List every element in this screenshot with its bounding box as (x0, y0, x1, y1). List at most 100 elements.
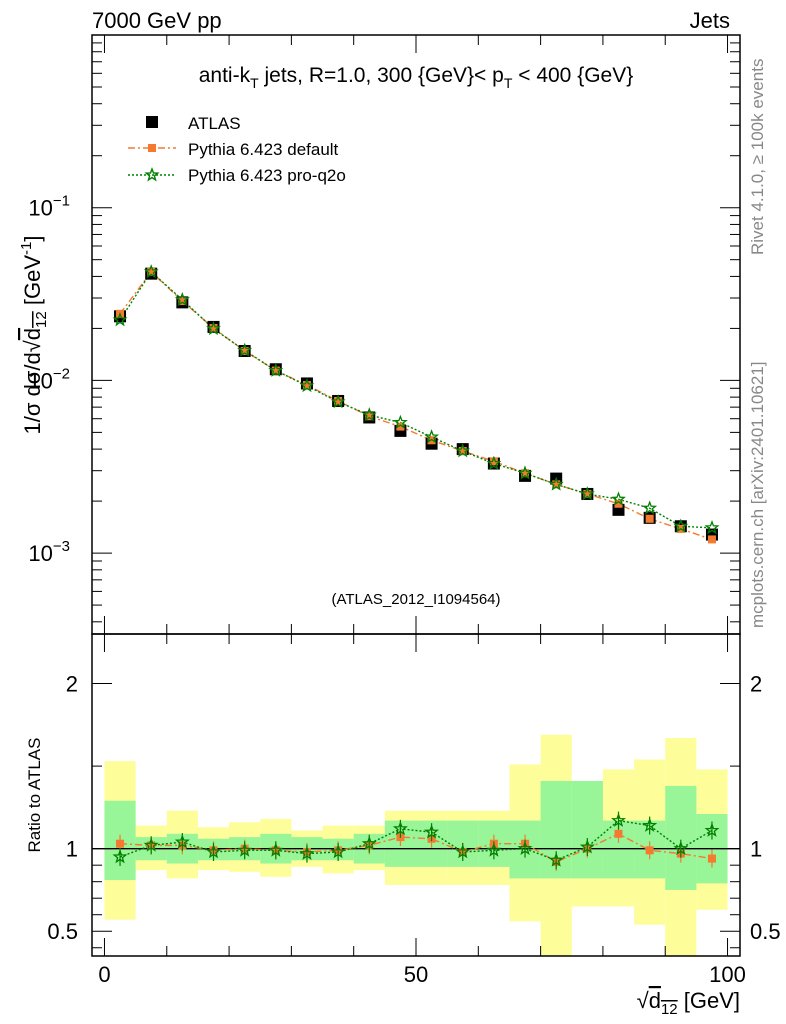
legend-atlas-label: ATLAS (188, 114, 241, 133)
default-point (271, 366, 280, 375)
y-tick-label-base: 10 (28, 368, 52, 393)
legend-default-marker (148, 144, 156, 152)
xlabel-root-sub: 12 (661, 1001, 678, 1018)
default-point (178, 297, 187, 306)
proq2o-point (517, 465, 533, 480)
main-y-label: 1/σ dσ/d√d12 [GeV-1] (18, 236, 50, 435)
ratio-proq2o-point (330, 844, 346, 859)
proq2o-point (237, 342, 253, 357)
watermark: (ATLAS_2012_I1094564) (331, 591, 500, 608)
default-point (240, 346, 249, 355)
default-point (147, 267, 156, 276)
legend-atlas-marker (146, 116, 158, 128)
header-left: 7000 GeV pp (92, 8, 222, 33)
proq2o-point (143, 264, 159, 279)
ratio-proq2o-point (206, 844, 221, 859)
svg-text:1/σ dσ/d√d12 [GeV-1]: 1/σ dσ/d√d12 [GeV-1] (18, 236, 50, 435)
ratio-line-proq2o (119, 819, 713, 861)
default-point (489, 457, 498, 466)
y-tick-label: 10−2 (28, 365, 70, 393)
legend-proq2o-label: Pythia 6.423 pro-q2o (188, 166, 346, 185)
xlabel-tail: [GeV] (678, 988, 740, 1013)
proq2o-point (299, 377, 315, 393)
ratio-proq2o-point (299, 845, 315, 861)
ylabel-root-sub: 12 (33, 311, 50, 328)
ylabel-root: √ (20, 339, 45, 352)
proq2o-point (704, 520, 720, 535)
default-point (521, 469, 530, 478)
series-line-default (119, 270, 713, 541)
default-point (302, 381, 311, 390)
y-tick-label-exponent: −3 (53, 538, 70, 555)
proq2o-point (611, 491, 626, 506)
title-lead: anti-k (199, 64, 251, 87)
ratio-proq2o-point (174, 834, 190, 849)
title-lead-sub: T (250, 75, 259, 91)
band-inner (665, 785, 697, 890)
proq2o-point (486, 455, 502, 470)
y-tick-label-exponent: −2 (53, 365, 70, 382)
default-point (458, 447, 467, 456)
proq2o-point (268, 362, 284, 377)
ratio-proq2o-point (268, 842, 284, 857)
proq2o-point (330, 394, 346, 409)
ylabel-end: ] (20, 236, 45, 242)
y-tick-label: 10−1 (28, 193, 70, 221)
ratio-proq2o-point (673, 840, 689, 855)
default-point (614, 499, 623, 508)
ratio-proq2o-point (143, 837, 159, 852)
atlas-point (612, 503, 625, 516)
proq2o-point (361, 407, 377, 422)
default-point (583, 489, 592, 498)
default-point (334, 396, 343, 405)
xlabel-root-d: d (649, 988, 661, 1013)
x-tick-label: 0 (98, 962, 110, 987)
ylabel-root-d: d (20, 328, 45, 340)
proq2o-point (579, 486, 595, 501)
ratio-proq2o-point (704, 822, 720, 837)
proq2o-point (112, 311, 128, 327)
ratio-y-tick-label-left: 1 (66, 837, 78, 862)
ratio-proq2o-point (611, 812, 626, 827)
ratio-plot-area (92, 734, 740, 956)
default-point (396, 422, 405, 431)
main-ticks: 10−110−210−3 (28, 34, 740, 634)
ratio-y-tick-label-left: 0.5 (47, 919, 78, 944)
legend-default-label: Pythia 6.423 default (188, 140, 339, 159)
proq2o-point (392, 414, 408, 429)
main-title: anti-kT jets, R=1.0, 300 {GeV}< pT < 400… (199, 64, 634, 91)
ratio-proq2o-point (548, 852, 564, 867)
proq2o-point (642, 500, 658, 515)
ratio-y-tick-label-right: 0.5 (750, 919, 781, 944)
source-label: mcplots.cern.ch [arXiv:2401.10621] (748, 362, 767, 628)
title-mid-sub: T (504, 75, 513, 91)
ratio-proq2o-point (486, 842, 502, 857)
ratio-y-tick-label-right: 1 (750, 837, 762, 862)
x-axis-label: √d12 [GeV] (637, 988, 740, 1018)
default-point (209, 324, 218, 333)
proq2o-point (455, 443, 471, 458)
ratio-y-tick-label-right: 2 (750, 672, 762, 697)
title-tail: < 400 {GeV} (512, 64, 633, 87)
ratio-default-point (116, 839, 125, 848)
ratio-proq2o-point (455, 844, 471, 859)
proq2o-point (174, 291, 190, 307)
proq2o-point (206, 320, 221, 336)
ratio-proq2o-point (112, 848, 128, 864)
ratio-default-point (707, 854, 716, 863)
rivet-label: Rivet 4.1.0, ≥ 100k events (748, 59, 767, 255)
proq2o-point (548, 476, 564, 491)
y-tick-label-base: 10 (28, 541, 52, 566)
series-line-proq2o (119, 270, 712, 529)
y-tick-label-base: 10 (28, 196, 52, 221)
ylabel-tail: [GeV (20, 255, 45, 312)
ratio-proq2o-point (517, 840, 533, 855)
default-point (365, 412, 374, 421)
xlabel-root: √ (637, 988, 650, 1013)
default-point (707, 535, 716, 544)
x-tick-label: 50 (404, 962, 428, 987)
ratio-proq2o-point (392, 821, 408, 836)
proq2o-point (673, 518, 689, 533)
ratio-panel: 2 2 1 1 0.5 0.5 0 50 100 Ratio to ATLAS √d12 [Ge… (25, 633, 781, 1018)
